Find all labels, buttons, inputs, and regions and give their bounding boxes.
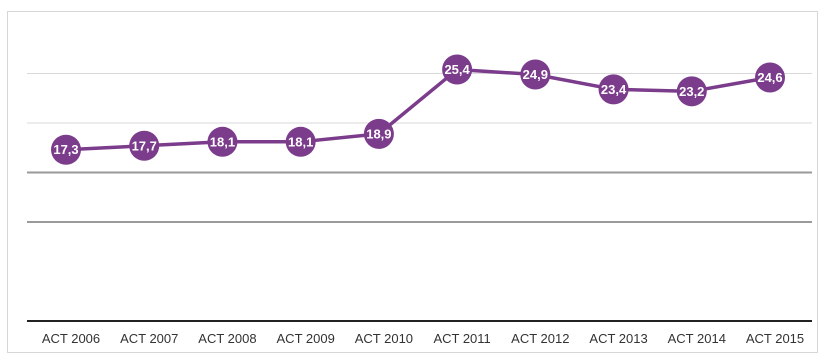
x-tick-label: ACT 2014 bbox=[668, 331, 726, 346]
data-label: 23,2 bbox=[679, 84, 704, 99]
data-point bbox=[207, 126, 238, 157]
x-tick-label: ACT 2012 bbox=[511, 331, 569, 346]
data-label: 23,4 bbox=[601, 82, 627, 97]
data-point bbox=[676, 76, 707, 107]
x-tick-label: ACT 2011 bbox=[433, 331, 490, 346]
x-tick-label: ACT 2010 bbox=[355, 331, 413, 346]
data-point bbox=[51, 134, 81, 165]
data-label: 17,3 bbox=[53, 142, 78, 157]
chart-frame bbox=[7, 11, 818, 353]
x-tick-label: ACT 2008 bbox=[198, 331, 256, 346]
x-tick-label: ACT 2006 bbox=[42, 331, 100, 346]
data-label: 24,6 bbox=[757, 70, 782, 85]
data-label: 24,9 bbox=[523, 67, 548, 82]
data-label: 18,9 bbox=[366, 126, 391, 141]
x-tick-label: ACT 2009 bbox=[277, 331, 335, 346]
data-point bbox=[520, 59, 551, 90]
data-point bbox=[129, 130, 160, 161]
x-tick-label: ACT 2013 bbox=[589, 331, 647, 346]
gridlines bbox=[27, 73, 812, 223]
data-label: 18,1 bbox=[288, 134, 313, 149]
data-point bbox=[442, 54, 473, 85]
data-label: 25,4 bbox=[444, 62, 470, 77]
data-label: 17,7 bbox=[132, 138, 157, 153]
x-tick-label: ACT 2015 bbox=[746, 331, 804, 346]
data-point bbox=[755, 62, 785, 93]
data-point bbox=[598, 74, 629, 105]
data-point bbox=[285, 126, 316, 157]
x-tick-label: ACT 2007 bbox=[120, 331, 178, 346]
series-line bbox=[65, 67, 771, 152]
series-group: 17,3 17,7 18,1 18,1 18,9 25,4 24,9 23,4 23,2 24,6 bbox=[51, 54, 785, 165]
data-label: 18,1 bbox=[210, 134, 235, 149]
x-tick-labels: ACT 2006 ACT 2007 ACT 2008 ACT 2009 ACT 2010… bbox=[42, 331, 804, 346]
data-point bbox=[363, 118, 394, 149]
